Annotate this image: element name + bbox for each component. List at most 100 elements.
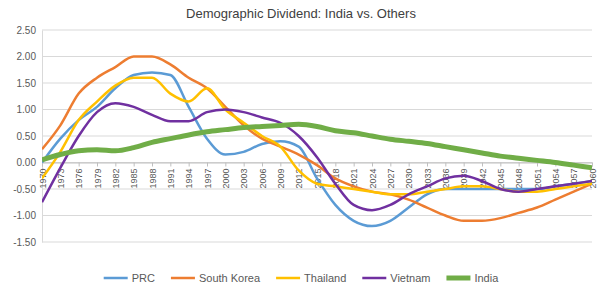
series-line xyxy=(42,103,592,210)
x-tick: 1991 xyxy=(166,163,176,189)
y-axis: -1.50 -1.00 -0.50 0.00 0.50 1.00 1.50 2.00 2.50 xyxy=(13,25,42,248)
x-tick: 2048 xyxy=(514,163,524,189)
x-tick: 1997 xyxy=(203,163,213,189)
x-tick-label: 1979 xyxy=(93,169,103,189)
x-tick-label: 2009 xyxy=(276,169,286,189)
x-tick-mark xyxy=(464,163,465,167)
x-tick-label: 2048 xyxy=(514,169,524,189)
series-line xyxy=(42,57,592,221)
x-tick-label: 1988 xyxy=(148,169,158,189)
x-tick-mark xyxy=(189,163,190,167)
x-tick: 1982 xyxy=(111,163,121,189)
x-tick-label: 1994 xyxy=(184,169,194,189)
x-tick-mark xyxy=(79,163,80,167)
legend: PRC South Korea Thailand Vietnam India xyxy=(104,272,499,284)
x-tick-mark xyxy=(445,163,446,167)
x-tick-mark xyxy=(592,163,593,167)
x-tick-mark xyxy=(225,163,226,167)
x-tick: 1976 xyxy=(74,163,84,189)
x-tick-mark xyxy=(134,163,135,167)
legend-label: Thailand xyxy=(304,272,346,284)
x-tick-mark xyxy=(97,163,98,167)
x-tick-mark xyxy=(262,163,263,167)
grid-line xyxy=(42,83,592,84)
y-tick: 1.00 xyxy=(17,104,42,115)
legend-swatch xyxy=(446,276,470,281)
x-tick: 1985 xyxy=(129,163,139,189)
grid-line xyxy=(42,56,592,57)
y-tick: -1.50 xyxy=(13,237,42,248)
series-lines xyxy=(42,57,592,227)
x-tick-label: 2027 xyxy=(386,169,396,189)
y-tick: 0.00 xyxy=(17,157,42,168)
x-tick-label: 1982 xyxy=(111,169,121,189)
x-tick: 2045 xyxy=(496,163,506,189)
x-tick: 2024 xyxy=(368,163,378,189)
legend-swatch xyxy=(362,277,386,280)
x-tick: 2042 xyxy=(478,163,488,189)
x-tick: 2009 xyxy=(276,163,286,189)
x-tick: 2003 xyxy=(239,163,249,189)
x-tick-mark xyxy=(115,163,116,167)
legend-label: India xyxy=(474,272,499,284)
y-tick: 0.50 xyxy=(17,131,42,142)
x-tick-mark xyxy=(500,163,501,167)
x-tick: 2027 xyxy=(386,163,396,189)
x-tick-mark xyxy=(299,163,300,167)
y-tick-label: -1.50 xyxy=(13,237,36,248)
x-tick-mark xyxy=(170,163,171,167)
x-tick-mark xyxy=(537,163,538,167)
x-tick-mark xyxy=(390,163,391,167)
grid-line xyxy=(42,136,592,137)
legend-item: South Korea xyxy=(171,272,261,284)
x-tick-mark xyxy=(482,163,483,167)
chart: Demographic Dividend: India vs. Others-1… xyxy=(0,0,602,290)
x-tick-mark xyxy=(354,163,355,167)
x-tick-mark xyxy=(427,163,428,167)
series-line xyxy=(42,78,592,195)
grid xyxy=(42,30,592,242)
x-tick: 2051 xyxy=(533,163,543,189)
series-line xyxy=(42,124,592,167)
legend-item: Thailand xyxy=(276,272,346,284)
legend-item: Vietnam xyxy=(362,272,430,284)
x-tick-mark xyxy=(335,163,336,167)
y-tick-label: 1.50 xyxy=(17,78,37,89)
plot: -1.50 -1.00 -0.50 0.00 0.50 1.00 1.50 2.00 2.50 1… xyxy=(13,25,597,248)
legend-label: PRC xyxy=(132,272,155,284)
grid-line xyxy=(42,109,592,110)
x-tick: 2006 xyxy=(258,163,268,189)
y-tick-label: 0.50 xyxy=(17,131,37,142)
y-axis-line xyxy=(42,31,43,243)
x-tick: 1979 xyxy=(93,163,103,189)
x-tick-label: 2000 xyxy=(221,169,231,189)
x-tick: 2030 xyxy=(404,163,414,189)
grid-line xyxy=(42,30,592,31)
y-tick-label: -0.50 xyxy=(13,184,36,195)
x-tick-label: 2051 xyxy=(533,169,543,189)
legend-item: India xyxy=(446,272,499,284)
x-tick: 1988 xyxy=(148,163,158,189)
y-tick-label: 1.00 xyxy=(17,104,37,115)
x-tick-label: 2045 xyxy=(496,169,506,189)
x-tick-mark xyxy=(207,163,208,167)
x-tick-label: 2003 xyxy=(239,169,249,189)
y-tick-label: -1.00 xyxy=(13,210,36,221)
y-tick: 2.50 xyxy=(17,25,42,36)
legend-swatch xyxy=(276,277,300,280)
y-tick-label: 2.00 xyxy=(17,51,37,62)
x-tick-label: 2006 xyxy=(258,169,268,189)
x-tick-label: 2024 xyxy=(368,169,378,189)
x-tick-mark xyxy=(409,163,410,167)
legend-label: Vietnam xyxy=(390,272,430,284)
y-tick-label: 0.00 xyxy=(17,157,37,168)
x-tick: 2000 xyxy=(221,163,231,189)
x-tick-label: 1991 xyxy=(166,169,176,189)
x-tick-label: 1997 xyxy=(203,169,213,189)
y-tick: 1.50 xyxy=(17,78,42,89)
y-tick: -1.00 xyxy=(13,210,42,221)
grid-line xyxy=(42,242,592,243)
y-tick: 2.00 xyxy=(17,51,42,62)
x-tick-mark xyxy=(244,163,245,167)
x-tick-mark xyxy=(372,163,373,167)
